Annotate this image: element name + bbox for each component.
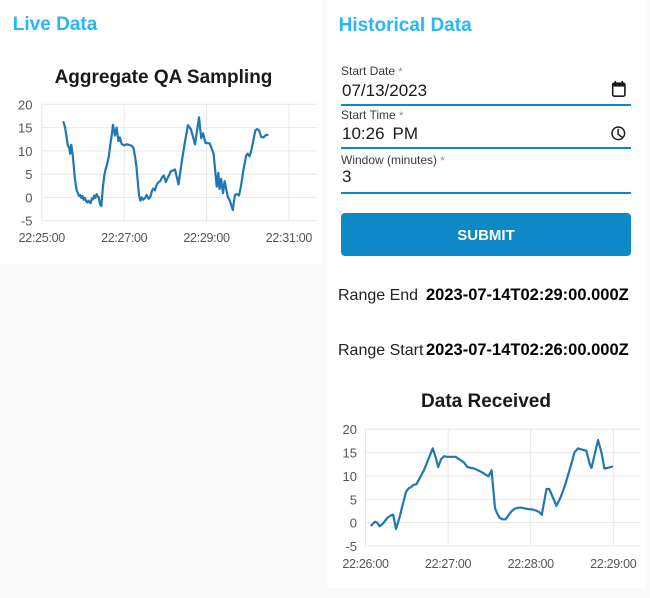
svg-text:20: 20	[18, 97, 32, 112]
svg-text:20: 20	[343, 422, 357, 437]
svg-text:10: 10	[18, 144, 32, 159]
svg-text:Data Received: Data Received	[421, 391, 551, 412]
svg-text:22:29:00: 22:29:00	[183, 231, 230, 245]
svg-text:22:26:00: 22:26:00	[342, 557, 389, 571]
svg-text:0: 0	[350, 516, 357, 531]
svg-text:22:28:00: 22:28:00	[508, 557, 555, 571]
svg-text:22:27:00: 22:27:00	[101, 231, 148, 245]
svg-text:15: 15	[18, 121, 32, 136]
svg-text:Aggregate QA Sampling: Aggregate QA Sampling	[55, 67, 273, 88]
svg-text:22:29:00: 22:29:00	[590, 557, 637, 571]
svg-text:-5: -5	[345, 539, 357, 554]
svg-text:0: 0	[25, 190, 32, 205]
svg-text:22:27:00: 22:27:00	[425, 557, 472, 571]
svg-text:15: 15	[343, 446, 357, 461]
svg-text:-5: -5	[21, 214, 33, 229]
svg-text:22:25:00: 22:25:00	[19, 231, 66, 245]
svg-text:10: 10	[343, 469, 357, 484]
svg-text:5: 5	[350, 492, 357, 507]
svg-text:5: 5	[25, 167, 32, 182]
svg-text:22:31:00: 22:31:00	[266, 231, 313, 245]
